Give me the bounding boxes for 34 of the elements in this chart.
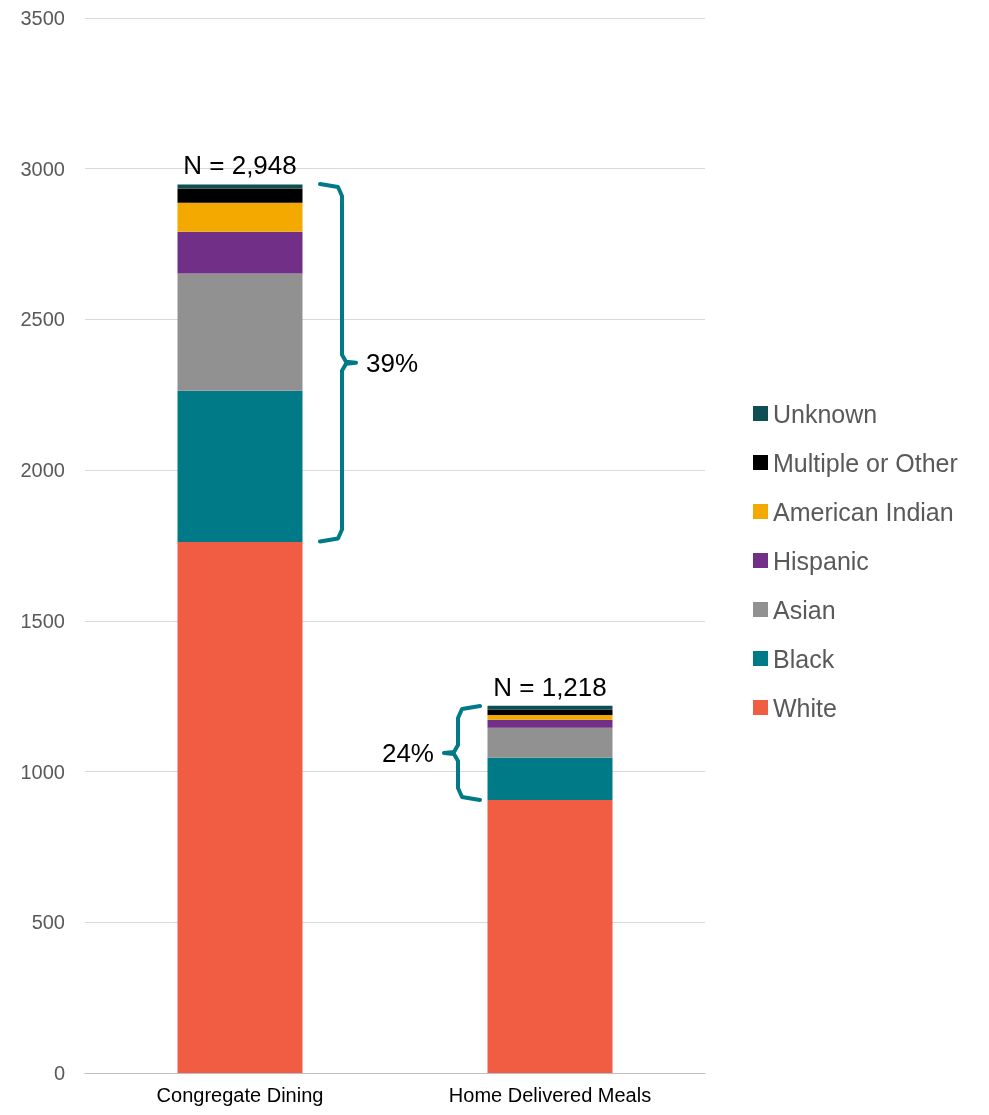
bar [487, 709, 613, 715]
y-tick-label: 500 [31, 911, 65, 934]
bar [487, 727, 613, 758]
y-tick-label: 0 [53, 1062, 65, 1084]
y-tick-label: 1500 [20, 609, 65, 632]
bar [177, 273, 303, 391]
y-tick-label: 2500 [20, 308, 65, 331]
y-tick-label: 3000 [20, 157, 65, 180]
bar [177, 188, 303, 203]
annotation: 24% [381, 737, 434, 768]
total-label: N = 2,948 [183, 150, 297, 181]
legend-label: Unknown [773, 399, 878, 428]
legend-label: Black [773, 644, 835, 673]
legend-label: Hispanic [773, 546, 869, 575]
legend-label: Asian [773, 595, 836, 624]
bar [487, 799, 613, 1073]
legend-label: Multiple or Other [773, 448, 958, 477]
y-tick-label: 1000 [20, 760, 65, 783]
y-tick-label: 2000 [20, 459, 65, 482]
x-tick-label: Congregate Dining [156, 1084, 324, 1106]
bar [177, 541, 303, 1073]
total-label: N = 1,218 [493, 671, 607, 702]
bar [177, 390, 303, 542]
legend-label: White [773, 693, 837, 722]
bar [177, 184, 303, 189]
bar [487, 714, 613, 720]
legend-label: American Indian [773, 497, 954, 526]
bar [487, 757, 613, 800]
y-tick-label: 3500 [20, 7, 65, 29]
x-tick-label: Home Delivered Meals [448, 1084, 652, 1106]
bar [177, 231, 303, 274]
bar [487, 719, 613, 728]
bar [177, 202, 303, 232]
annotation: 39% [366, 348, 419, 379]
